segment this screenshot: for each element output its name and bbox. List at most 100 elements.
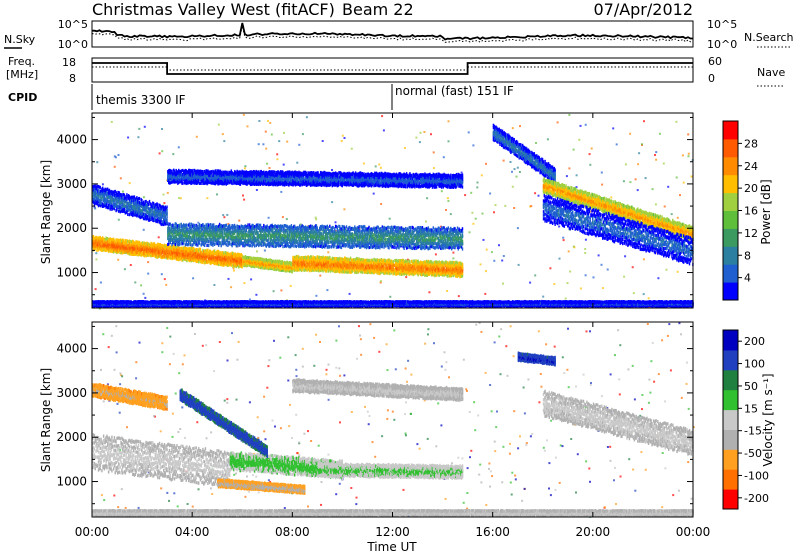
scatter-cell (491, 251, 493, 253)
scatter-cell (568, 167, 570, 169)
freq-label-2: [MHz] (6, 68, 38, 81)
scatter-cell (677, 271, 679, 273)
scatter-cell (589, 153, 591, 155)
scatter-cell (625, 163, 627, 165)
frequency-panel: Freq. [MHz] 18 8 60 0 Nave (6, 55, 785, 86)
scatter-cell (514, 168, 516, 170)
scatter-cell (249, 299, 251, 301)
scatter-cell (419, 141, 421, 143)
scatter-cell (601, 264, 603, 266)
scatter-cell (127, 137, 129, 139)
scatter-cell (513, 207, 515, 209)
scatter-cell (498, 244, 500, 246)
scatter-cell (315, 295, 317, 297)
scatter-cell (423, 131, 425, 133)
scatter-cell (458, 295, 460, 297)
scatter-cell (568, 250, 570, 252)
scatter-cell (655, 159, 657, 161)
date-label: 07/Apr/2012 (593, 0, 693, 19)
scatter-cell (566, 175, 568, 177)
scatter-cell (643, 293, 645, 295)
scatter-cell (569, 271, 571, 273)
scatter-cell (326, 289, 328, 291)
scatter-cell (549, 267, 551, 269)
scatter-cell (578, 139, 580, 141)
scatter-cell (641, 143, 643, 145)
scatter-cell (585, 124, 587, 126)
scatter-cell (584, 252, 586, 254)
scatter-cell (344, 137, 346, 139)
scatter-cell (495, 204, 497, 206)
scatter-cell (375, 165, 377, 167)
freq-right-tick-top: 60 (708, 55, 722, 68)
scatter-cell (226, 214, 228, 216)
scatter-cell (96, 161, 98, 163)
scatter-cell (580, 125, 582, 127)
scatter-cell (95, 258, 97, 260)
scatter-cell (623, 180, 625, 182)
scatter-cell (589, 164, 591, 166)
scatter-cell (280, 289, 282, 291)
scatter-cell (380, 167, 382, 169)
scatter-cell (262, 143, 264, 145)
scatter-cell (143, 196, 145, 198)
scatter-cell (671, 213, 673, 215)
noise-right-tick-top: 10^5 (707, 18, 737, 31)
scatter-cell (489, 193, 491, 195)
scatter-cell (114, 155, 116, 157)
scatter-cell (638, 152, 640, 154)
scatter-cell (519, 171, 521, 173)
scatter-cell (580, 288, 582, 290)
scatter-cell (276, 153, 278, 155)
scatter-cell (602, 287, 604, 289)
scatter-cell (504, 205, 506, 207)
scatter-cell (172, 153, 174, 155)
scatter-cell (244, 165, 246, 167)
scatter-cell (633, 292, 635, 294)
scatter-cell (501, 260, 503, 262)
scatter-cell (666, 269, 668, 271)
scatter-cell (657, 277, 659, 279)
scatter-cell (568, 114, 570, 116)
noise-sky-label: N.Sky (4, 33, 36, 46)
cpid-row: CPID themis 3300 IF normal (fast) 151 IF (8, 84, 514, 110)
scatter-cell (341, 140, 343, 142)
scatter-cell (230, 286, 232, 288)
beam-label: Beam 22 (342, 0, 414, 19)
scatter-cell (213, 284, 215, 286)
scatter-cell (480, 263, 482, 265)
scatter-cell (461, 172, 463, 174)
scatter-cell (373, 193, 375, 195)
scatter-cell (659, 133, 661, 135)
scatter-cell (445, 209, 447, 211)
scatter-cell (450, 213, 452, 215)
scatter-cell (675, 121, 677, 123)
nave-line (92, 67, 693, 70)
scatter-cell (380, 203, 382, 205)
scatter-cell (420, 132, 422, 134)
scatter-cell (165, 284, 167, 286)
scatter-cell (476, 186, 478, 188)
scatter-cell (264, 250, 266, 252)
scatter-cell (114, 166, 116, 168)
scatter-cell (244, 167, 246, 169)
noise-left-tick-bottom: 10^0 (58, 38, 88, 51)
scatter-cell (306, 116, 308, 118)
scatter-cell (430, 133, 432, 135)
scatter-cell (601, 172, 603, 174)
scatter-cell (124, 268, 126, 270)
scatter-cell (688, 153, 690, 155)
scatter-cell (247, 125, 249, 127)
frequency-line (92, 63, 693, 74)
scatter-cell (534, 192, 536, 194)
scatter-cell (607, 269, 609, 271)
scatter-cell (273, 290, 275, 292)
scatter-cell (206, 197, 208, 199)
scatter-cell (503, 255, 505, 257)
scatter-cell (134, 281, 136, 283)
scatter-cell (542, 296, 544, 298)
scatter-cell (233, 270, 235, 272)
scatter-cell (331, 201, 333, 203)
scatter-cell (243, 199, 245, 201)
